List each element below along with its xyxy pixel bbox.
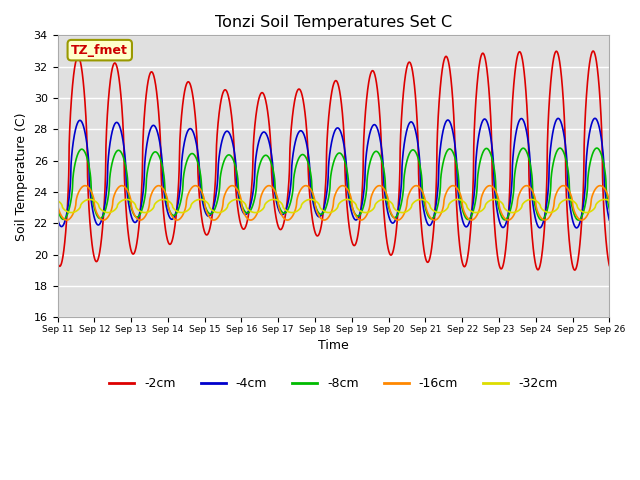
-2cm xyxy=(387,252,395,258)
-8cm xyxy=(605,205,613,211)
-2cm xyxy=(172,216,180,222)
-8cm xyxy=(553,148,561,154)
-16cm xyxy=(596,183,604,189)
-8cm xyxy=(387,211,395,217)
-32cm xyxy=(387,200,395,205)
-2cm xyxy=(54,259,61,265)
-8cm xyxy=(593,145,600,151)
-16cm xyxy=(63,217,70,223)
Line: -32cm: -32cm xyxy=(58,199,609,213)
-4cm xyxy=(172,210,180,216)
-32cm xyxy=(601,196,609,202)
-4cm xyxy=(591,116,599,121)
-2cm xyxy=(208,216,216,222)
-2cm xyxy=(605,262,613,268)
Y-axis label: Soil Temperature (C): Soil Temperature (C) xyxy=(15,112,28,240)
-4cm xyxy=(573,225,580,231)
-16cm xyxy=(605,198,613,204)
-4cm xyxy=(54,216,61,222)
-16cm xyxy=(397,216,404,221)
Line: -16cm: -16cm xyxy=(58,186,609,220)
-4cm xyxy=(397,188,404,194)
-32cm xyxy=(172,208,180,214)
-4cm xyxy=(605,217,613,223)
Line: -2cm: -2cm xyxy=(58,51,609,270)
-8cm xyxy=(575,217,582,223)
-16cm xyxy=(172,217,180,223)
-8cm xyxy=(172,211,180,217)
-16cm xyxy=(387,211,395,216)
Title: Tonzi Soil Temperatures Set C: Tonzi Soil Temperatures Set C xyxy=(215,15,452,30)
Text: TZ_fmet: TZ_fmet xyxy=(71,44,128,57)
-2cm xyxy=(553,48,561,54)
-32cm xyxy=(605,198,613,204)
-16cm xyxy=(208,216,216,222)
-32cm xyxy=(67,210,75,216)
Line: -4cm: -4cm xyxy=(58,119,609,228)
-16cm xyxy=(54,200,61,206)
-8cm xyxy=(397,203,404,208)
-32cm xyxy=(553,206,561,212)
-8cm xyxy=(208,211,216,216)
-4cm xyxy=(605,216,613,222)
-32cm xyxy=(397,210,404,216)
-32cm xyxy=(208,207,216,213)
-4cm xyxy=(553,116,561,122)
-32cm xyxy=(605,198,613,204)
Legend: -2cm, -4cm, -8cm, -16cm, -32cm: -2cm, -4cm, -8cm, -16cm, -32cm xyxy=(104,372,563,396)
-8cm xyxy=(605,206,613,212)
-2cm xyxy=(397,129,404,134)
-4cm xyxy=(387,219,395,225)
-16cm xyxy=(553,189,561,195)
-8cm xyxy=(54,205,61,211)
X-axis label: Time: Time xyxy=(318,339,349,352)
-2cm xyxy=(589,48,597,54)
-2cm xyxy=(571,267,579,273)
-4cm xyxy=(208,210,216,216)
Line: -8cm: -8cm xyxy=(58,148,609,220)
-16cm xyxy=(605,200,613,206)
-32cm xyxy=(54,198,61,204)
-2cm xyxy=(605,263,613,268)
